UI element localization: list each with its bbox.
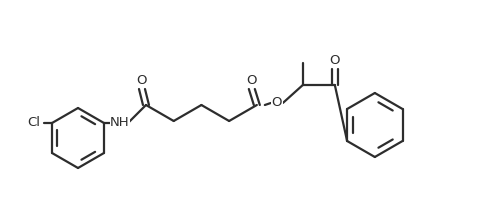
Text: O: O [329, 53, 340, 67]
Text: NH: NH [110, 117, 130, 129]
Text: O: O [272, 97, 282, 110]
Text: O: O [247, 74, 257, 87]
Text: O: O [137, 74, 147, 87]
Text: Cl: Cl [27, 117, 41, 129]
